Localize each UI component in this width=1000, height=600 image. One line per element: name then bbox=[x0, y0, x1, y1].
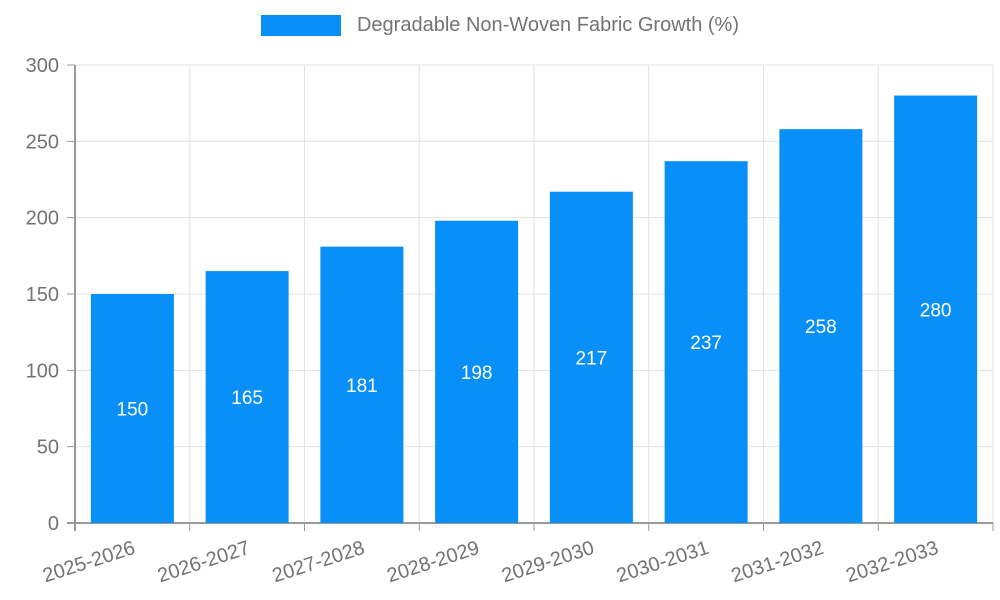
bar-value-label: 280 bbox=[920, 300, 952, 321]
bar-value-label: 181 bbox=[346, 376, 378, 397]
x-tick-label: 2027-2028 bbox=[270, 537, 368, 587]
x-tick-label: 2028-2029 bbox=[384, 537, 482, 587]
y-tick-label: 300 bbox=[26, 55, 59, 77]
bar-value-label: 165 bbox=[231, 388, 263, 409]
x-tick-label: 2025-2026 bbox=[40, 537, 138, 587]
x-tick-label: 2030-2031 bbox=[614, 537, 712, 587]
bar-value-label: 258 bbox=[805, 317, 837, 338]
bar bbox=[205, 271, 289, 523]
y-tick-label: 100 bbox=[26, 360, 59, 382]
y-tick-label: 150 bbox=[26, 284, 59, 306]
bar-value-label: 198 bbox=[461, 363, 493, 384]
bar bbox=[664, 161, 748, 523]
x-tick-label: 2026-2027 bbox=[155, 537, 253, 587]
legend-swatch[interactable] bbox=[260, 15, 341, 36]
bar bbox=[320, 246, 404, 523]
bar bbox=[435, 220, 519, 523]
bar-value-label: 150 bbox=[117, 400, 149, 421]
bar bbox=[894, 95, 978, 524]
bar-value-label: 237 bbox=[690, 333, 722, 354]
bar-value-label: 217 bbox=[576, 348, 608, 369]
legend-series-label[interactable]: Degradable Non-Woven Fabric Growth (%) bbox=[356, 14, 739, 36]
legend[interactable]: Degradable Non-Woven Fabric Growth (%) bbox=[0, 14, 1000, 37]
y-tick-label: 0 bbox=[48, 513, 59, 535]
bar bbox=[90, 294, 174, 523]
bar bbox=[549, 191, 633, 524]
x-tick-label: 2032-2033 bbox=[843, 537, 941, 587]
y-tick-label: 250 bbox=[26, 131, 59, 153]
y-tick-label: 200 bbox=[26, 208, 59, 230]
y-tick-label: 50 bbox=[37, 437, 59, 459]
x-tick-label: 2031-2032 bbox=[729, 537, 827, 587]
bar bbox=[779, 129, 863, 523]
x-tick-label: 2029-2030 bbox=[499, 537, 597, 587]
